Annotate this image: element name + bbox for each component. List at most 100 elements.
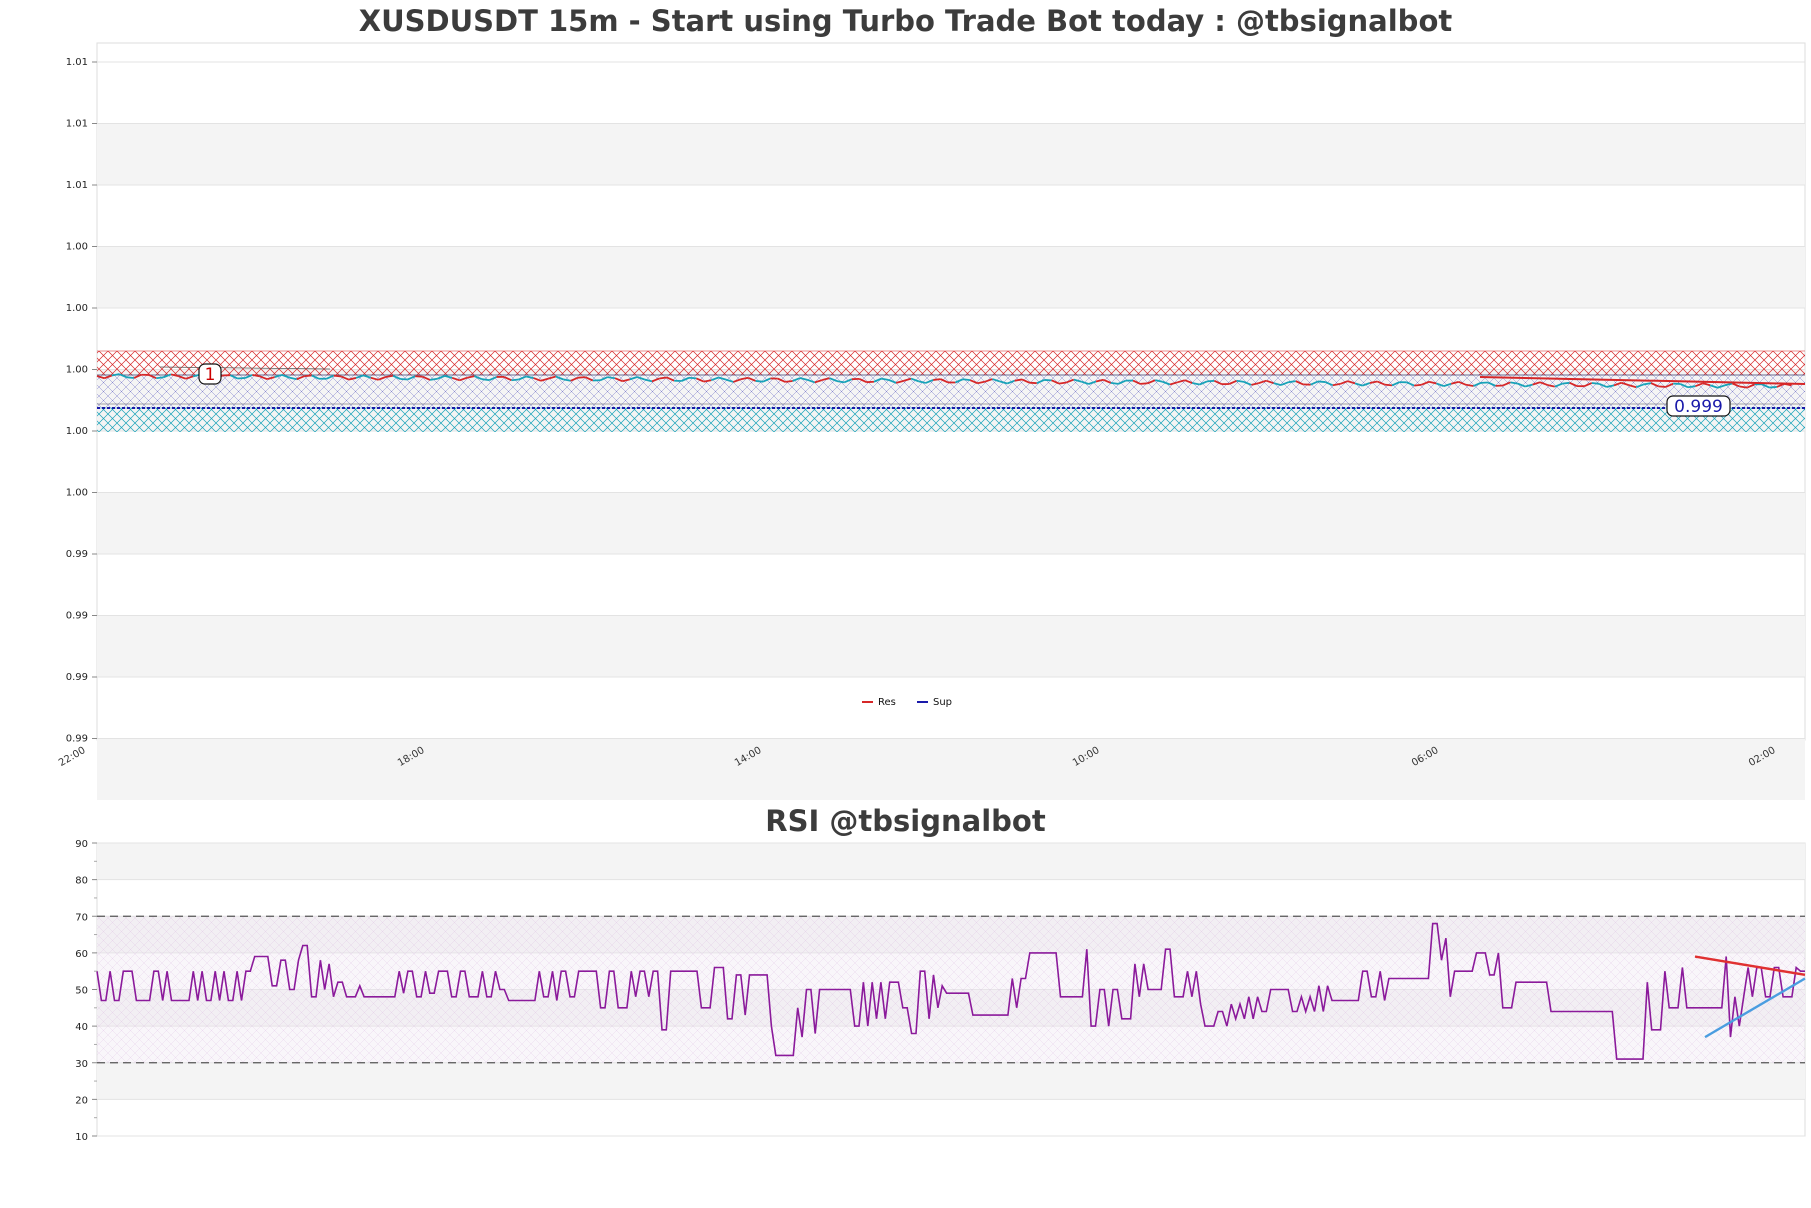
price-candle-segment: [1199, 380, 1208, 386]
price-candle-segment: [104, 374, 113, 380]
price-candle-segment: [1073, 378, 1082, 383]
price-candle-segment: [1724, 382, 1733, 387]
price-candle-segment: [533, 377, 542, 382]
main-y-tick-label: 1.00: [66, 426, 88, 437]
price-candle-segment: [296, 375, 305, 381]
price-candle-segment: [1036, 379, 1045, 385]
price-candle-segment: [259, 375, 268, 381]
price-candle-segment: [1295, 380, 1304, 386]
price-candle-segment: [1258, 379, 1267, 384]
price-candle-segment: [888, 379, 897, 384]
price-candle-segment: [1066, 378, 1075, 384]
price-candle-segment: [1251, 382, 1260, 386]
price-candle-segment: [148, 374, 157, 380]
price-candle-segment: [1539, 381, 1548, 386]
price-candle-segment: [1554, 382, 1563, 388]
price-candle-segment: [1428, 380, 1437, 385]
price-candle-segment: [821, 377, 830, 381]
price-candle-segment: [326, 374, 335, 380]
price-candle-segment: [1214, 380, 1223, 385]
price-candle-segment: [1709, 384, 1718, 389]
price-candle-segment: [1487, 381, 1496, 387]
price-candle-segment: [696, 377, 705, 383]
price-candle-segment: [651, 377, 660, 383]
rsi-grid-band: [97, 1062, 1805, 1100]
price-candle-segment: [1421, 380, 1430, 386]
price-candle-segment: [377, 376, 386, 381]
price-candle-segment: [1280, 381, 1289, 386]
main-y-tick-label: 0.99: [66, 549, 88, 560]
price-candle-segment: [829, 377, 838, 382]
main-y-tick-label: 1.00: [66, 303, 88, 314]
price-candle-segment: [363, 374, 372, 379]
price-candle-segment: [940, 378, 949, 384]
price-candle-segment: [178, 375, 187, 380]
main-grid-band: [97, 492, 1805, 554]
price-candle-segment: [629, 376, 638, 381]
price-candle-segment: [488, 376, 497, 381]
price-candle-segment: [570, 376, 579, 382]
price-candle-segment: [392, 374, 401, 380]
price-candle-segment: [1391, 381, 1400, 387]
price-candle-segment: [1613, 381, 1622, 387]
trend-line: [159, 366, 331, 370]
price-candle-segment: [666, 376, 675, 382]
rsi-y-tick-label: 70: [75, 912, 88, 923]
annotation-box: [1666, 395, 1731, 417]
price-candle-segment: [1621, 381, 1630, 386]
price-candle-segment: [304, 374, 312, 378]
price-candle-segment: [1184, 379, 1193, 384]
main-y-tick-label: 1.00: [66, 242, 88, 253]
price-candle-segment: [1584, 382, 1593, 388]
price-candle-segment: [1517, 382, 1526, 388]
price-candle-segment: [333, 374, 342, 378]
price-candle-segment: [503, 376, 512, 382]
price-candle-segment: [229, 374, 238, 380]
price-candle-segment: [1547, 384, 1556, 388]
rsi-y-tick-label: 90: [75, 839, 88, 850]
price-candle-segment: [599, 376, 608, 382]
main-chart-title: XUSDUSDT 15m - Start using Turbo Trade B…: [358, 4, 1453, 38]
price-candle-segment: [1088, 380, 1097, 385]
price-candle-segment: [133, 373, 142, 379]
price-candle-segment: [903, 377, 912, 382]
rsi-trendline: [1694, 955, 1806, 977]
price-candle-segment: [1502, 381, 1511, 387]
price-candle-segment: [1569, 381, 1578, 387]
price-candle-segment: [1717, 384, 1726, 389]
price-candle-segment: [681, 376, 690, 382]
price-candle-segment: [1450, 380, 1459, 385]
price-candle-segment: [1192, 382, 1200, 386]
price-candle-segment: [474, 375, 483, 381]
price-candle-segment: [355, 374, 364, 379]
price-candle-segment: [252, 374, 260, 378]
price-candle-segment: [659, 376, 667, 380]
price-candle-segment: [1384, 383, 1393, 387]
price-candle-segment: [1169, 381, 1178, 386]
price-candle-segment: [511, 378, 519, 382]
price-candle-segment: [126, 376, 135, 379]
rsi-y-tick-label: 30: [75, 1059, 88, 1070]
price-candle-segment: [1006, 379, 1015, 385]
price-candle-segment: [977, 380, 986, 385]
price-candle-segment: [733, 378, 742, 383]
rsi-neutral-zone: [97, 916, 1805, 1063]
res-trend-line: [1479, 376, 1806, 385]
price-candle-segment: [1014, 378, 1023, 382]
main-grid-band: [97, 123, 1805, 185]
main-grid-band: [97, 738, 1805, 800]
price-candle-segment: [370, 376, 379, 381]
main-y-tick-label: 1.00: [66, 365, 88, 376]
price-candle-segment: [999, 380, 1008, 385]
main-grid-band: [97, 246, 1805, 308]
price-candle-segment: [1273, 382, 1282, 386]
price-candle-segment: [873, 377, 882, 383]
price-candle-segment: [725, 378, 734, 383]
price-candle-segment: [340, 375, 349, 381]
price-candle-segment: [1591, 382, 1600, 385]
price-candle-segment: [1406, 381, 1415, 387]
price-candle-segment: [281, 374, 290, 379]
price-candle-segment: [1628, 384, 1637, 389]
rsi-line: [96, 922, 1805, 1060]
